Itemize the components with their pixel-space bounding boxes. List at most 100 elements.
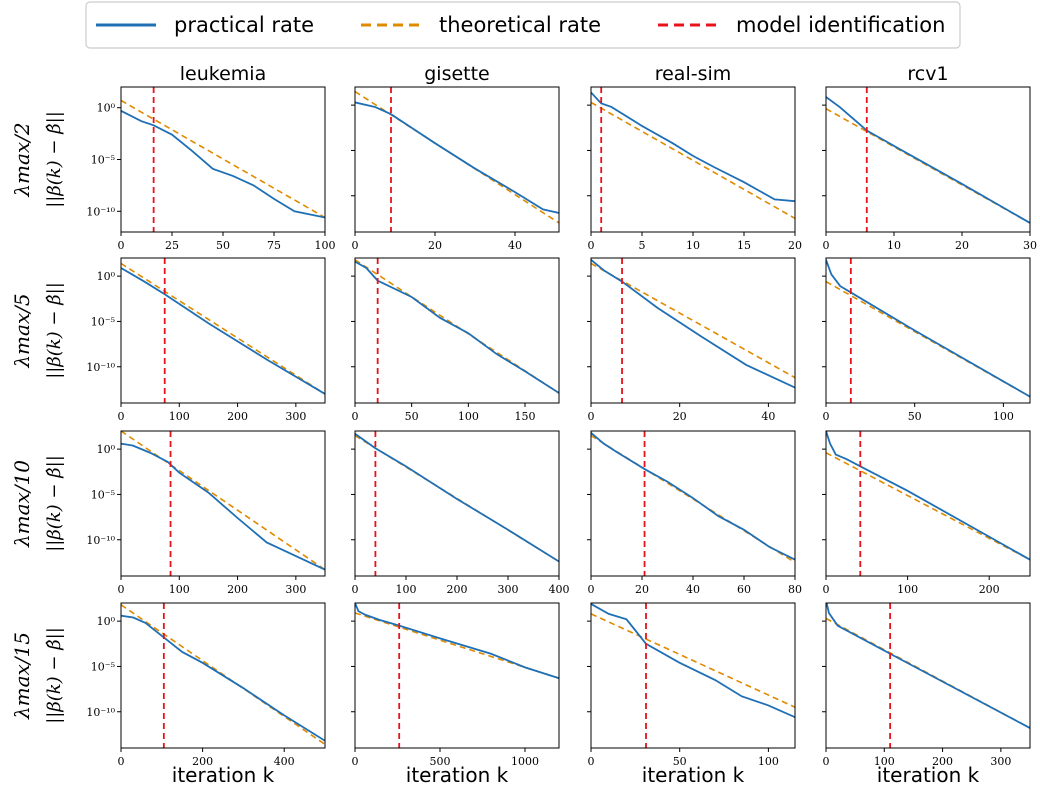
- x-tick-label: 0: [118, 583, 125, 596]
- practical-rate-line: [826, 603, 1030, 729]
- x-tick-label: 10: [686, 239, 700, 252]
- x-tick-label: 100: [169, 583, 190, 596]
- row-ylabel-0: ||β(k) − β̂||: [44, 111, 65, 208]
- x-tick-label: 60: [737, 583, 751, 596]
- x-tick-label: 0: [118, 755, 125, 768]
- panel-real-sim-2: 0 20 40 60 80: [587, 430, 802, 596]
- row-ylabel-3: ||β(k) − β̂||: [44, 627, 65, 724]
- y-tick-label: 10⁰: [97, 270, 116, 283]
- y-tick-label: 10⁰: [97, 102, 116, 115]
- x-tick-label: 15: [737, 239, 751, 252]
- theoretical-rate-line: [121, 99, 325, 219]
- row-lambda-label-3: λmax/15: [10, 632, 34, 720]
- practical-rate-line: [826, 259, 1030, 398]
- x-tick-label: 300: [498, 583, 519, 596]
- plot-frame: [590, 430, 796, 577]
- row-ylabel-2: ||β(k) − β̂||: [44, 455, 65, 552]
- x-tick-label: 80: [788, 583, 802, 596]
- plot-frame: [354, 257, 560, 404]
- row-lambda-label-2: λmax/10: [10, 460, 34, 548]
- practical-rate-line: [591, 432, 795, 561]
- x-axis-label-2: iteration k: [642, 763, 745, 787]
- x-tick-label: 400: [274, 755, 295, 768]
- x-tick-label: 40: [508, 239, 522, 252]
- theoretical-rate-line: [591, 262, 795, 379]
- practical-rate-line: [826, 96, 1030, 224]
- x-tick-label: 200: [447, 583, 468, 596]
- x-tick-label: 20: [428, 239, 442, 252]
- practical-rate-line: [355, 603, 559, 680]
- legend-label-0: practical rate: [174, 13, 314, 37]
- y-tick-label: 10⁻¹⁰: [86, 534, 115, 547]
- practical-rate-line: [121, 267, 325, 395]
- x-tick-label: 100: [897, 583, 918, 596]
- x-tick-label: 300: [285, 410, 306, 423]
- theoretical-rate-line: [826, 452, 1030, 561]
- x-tick-label: 0: [588, 583, 595, 596]
- y-tick-label: 10⁰: [97, 443, 116, 456]
- legend: practical rate theoretical rate model iden…: [85, 1, 961, 49]
- x-tick-label: 0: [823, 410, 830, 423]
- plot-frame: [120, 430, 326, 577]
- plot-frame: [590, 86, 796, 233]
- x-tick-label: 0: [352, 583, 359, 596]
- panel-rcv1-1: 0 50 100: [822, 257, 1031, 423]
- plot-frame: [590, 602, 796, 749]
- panel-leukemia-2: 0 100 200 300 10⁰ 10⁻⁵ 10⁻¹⁰: [86, 430, 326, 596]
- x-tick-label: 0: [118, 410, 125, 423]
- y-tick-label: 10⁻⁵: [91, 154, 115, 167]
- practical-rate-line: [591, 603, 795, 719]
- x-tick-label: 400: [549, 583, 570, 596]
- x-tick-label: 0: [588, 410, 595, 423]
- x-tick-label: 0: [588, 239, 595, 252]
- plot-frame: [120, 257, 326, 404]
- y-tick-label: 10⁰: [97, 615, 116, 628]
- theoretical-rate-line: [121, 262, 325, 395]
- y-tick-label: 10⁻⁵: [91, 488, 115, 501]
- x-tick-label: 100: [758, 755, 779, 768]
- plot-frame: [825, 602, 1031, 749]
- x-tick-label: 100: [396, 583, 417, 596]
- x-tick-label: 50: [908, 410, 922, 423]
- x-tick-label: 50: [405, 410, 419, 423]
- theoretical-rate-line: [591, 101, 795, 220]
- x-tick-label: 50: [216, 239, 230, 252]
- x-tick-label: 1000: [511, 755, 539, 768]
- panel-rcv1-3: 0 100 200 300: [822, 602, 1031, 768]
- plot-frame: [825, 86, 1031, 233]
- practical-rate-line: [355, 432, 559, 563]
- x-tick-label: 10: [887, 239, 901, 252]
- practical-rate-line: [591, 91, 795, 203]
- x-tick-label: 0: [352, 755, 359, 768]
- y-tick-label: 10⁻¹⁰: [86, 361, 115, 374]
- x-tick-label: 20: [955, 239, 969, 252]
- legend-label-2: model identification: [736, 13, 945, 37]
- x-tick-label: 25: [165, 239, 179, 252]
- theoretical-rate-line: [121, 431, 325, 571]
- axis-labels: leukemia gisette real-sim rcv1 λmax/2 ||β(k) …: [10, 63, 980, 787]
- plot-frame: [120, 602, 326, 749]
- practical-rate-line: [826, 431, 1030, 561]
- x-tick-label: 0: [823, 583, 830, 596]
- x-tick-label: 40: [761, 410, 775, 423]
- plot-frame: [825, 430, 1031, 577]
- y-tick-label: 10⁻⁵: [91, 315, 115, 328]
- x-tick-label: 30: [1023, 239, 1037, 252]
- x-tick-label: 40: [686, 583, 700, 596]
- x-axis-label-0: iteration k: [172, 763, 275, 787]
- panel-gisette-0: 0 20 40: [351, 86, 560, 252]
- x-tick-label: 200: [932, 755, 953, 768]
- x-tick-label: 50: [673, 755, 687, 768]
- theoretical-rate-line: [355, 612, 559, 679]
- panel-rcv1-0: 0 10 20 30: [822, 86, 1037, 252]
- panel-leukemia-0: 0 25 50 75 100 10⁰ 10⁻⁵ 10⁻¹⁰: [86, 86, 336, 252]
- column-title-3: rcv1: [907, 63, 948, 85]
- plot-frame: [354, 86, 560, 233]
- practical-rate-line: [355, 101, 559, 214]
- x-tick-label: 20: [635, 583, 649, 596]
- x-tick-label: 0: [588, 755, 595, 768]
- x-tick-label: 200: [227, 410, 248, 423]
- y-tick-label: 10⁻¹⁰: [86, 205, 115, 218]
- legend-frame: [85, 1, 961, 49]
